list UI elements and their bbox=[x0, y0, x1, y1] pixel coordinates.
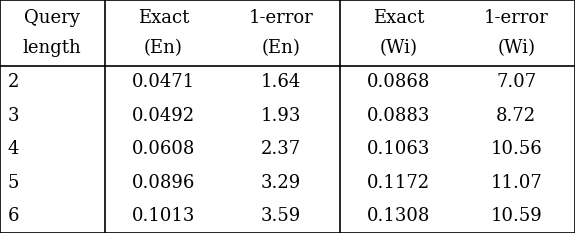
Text: (En): (En) bbox=[262, 39, 300, 57]
Text: (Wi): (Wi) bbox=[497, 39, 535, 57]
Text: 10.56: 10.56 bbox=[490, 140, 542, 158]
Text: length: length bbox=[23, 39, 82, 57]
Text: Query: Query bbox=[24, 9, 80, 27]
Text: 10.59: 10.59 bbox=[490, 207, 542, 225]
Text: 0.0492: 0.0492 bbox=[132, 107, 195, 125]
Text: 0.0608: 0.0608 bbox=[132, 140, 195, 158]
Text: 2.37: 2.37 bbox=[261, 140, 301, 158]
Text: Exact: Exact bbox=[137, 9, 189, 27]
Text: 0.1172: 0.1172 bbox=[367, 174, 430, 192]
Text: Exact: Exact bbox=[373, 9, 424, 27]
Text: 0.0896: 0.0896 bbox=[132, 174, 195, 192]
Text: 5: 5 bbox=[8, 174, 19, 192]
Text: 7.07: 7.07 bbox=[496, 73, 536, 91]
Text: 6: 6 bbox=[8, 207, 20, 225]
Text: 0.0883: 0.0883 bbox=[367, 107, 430, 125]
Text: 0.1308: 0.1308 bbox=[367, 207, 430, 225]
Text: 4: 4 bbox=[8, 140, 19, 158]
Text: 0.0868: 0.0868 bbox=[367, 73, 430, 91]
Text: 1-error: 1-error bbox=[248, 9, 313, 27]
Text: 11.07: 11.07 bbox=[490, 174, 542, 192]
Text: 1.64: 1.64 bbox=[261, 73, 301, 91]
Text: 1-error: 1-error bbox=[484, 9, 549, 27]
Text: 1.93: 1.93 bbox=[261, 107, 301, 125]
Text: (Wi): (Wi) bbox=[380, 39, 417, 57]
Text: 3.29: 3.29 bbox=[261, 174, 301, 192]
Text: 0.0471: 0.0471 bbox=[132, 73, 195, 91]
Text: 0.1013: 0.1013 bbox=[132, 207, 195, 225]
Text: (En): (En) bbox=[144, 39, 183, 57]
Text: 8.72: 8.72 bbox=[496, 107, 536, 125]
Text: 3.59: 3.59 bbox=[261, 207, 301, 225]
Text: 2: 2 bbox=[8, 73, 19, 91]
Text: 3: 3 bbox=[8, 107, 20, 125]
Text: 0.1063: 0.1063 bbox=[367, 140, 430, 158]
